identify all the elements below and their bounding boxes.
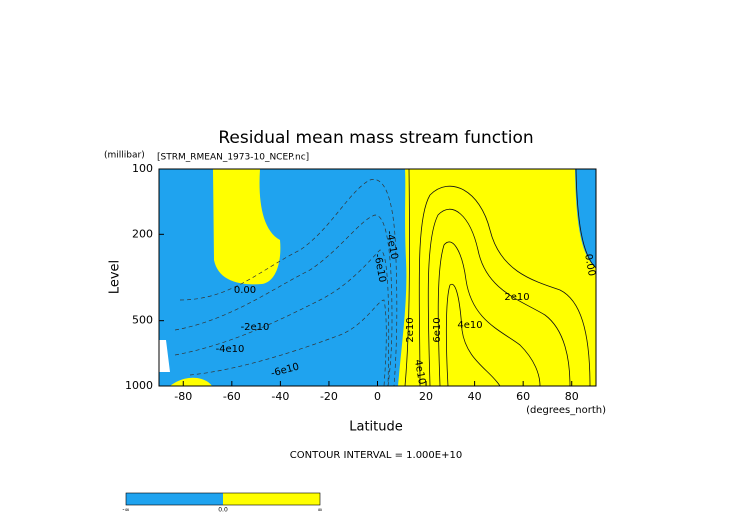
x-tick-label: 80 <box>565 390 579 403</box>
positive-contour <box>437 241 541 386</box>
x-tick-label: -80 <box>174 390 192 403</box>
positive-contour <box>445 283 501 386</box>
contour-label: -6e10 <box>372 253 388 283</box>
x-tick-label: 20 <box>419 390 433 403</box>
x-tick-label: 60 <box>516 390 530 403</box>
x-axis-label: Latitude <box>349 420 403 435</box>
positive-contour <box>427 208 571 386</box>
x-units: (degrees_north) <box>526 405 606 416</box>
colorbar-negative <box>126 493 223 505</box>
negative-contour <box>189 299 387 386</box>
x-tick-label: -40 <box>271 390 289 403</box>
contour-label: -4e10 <box>384 230 400 260</box>
chart-title: Residual mean mass stream function <box>218 128 533 148</box>
y-axis-label: Level <box>108 260 123 294</box>
contour-interval: CONTOUR INTERVAL = 1.000E+10 <box>290 450 462 461</box>
contour-label: 2e10 <box>405 317 416 342</box>
positive-contour <box>418 185 591 386</box>
plot-area <box>159 169 596 386</box>
y-tick-label: 1000 <box>125 379 153 392</box>
positive-contour <box>404 169 410 386</box>
contour-label: 6e10 <box>432 317 443 342</box>
subtitle: [STRM_RMEAN_1973-10_NCEP.nc] <box>157 153 309 163</box>
negative-contour <box>179 179 398 386</box>
contour-label: 0.00 <box>234 285 256 296</box>
x-tick-label: -20 <box>320 390 338 403</box>
y-tick-label: 100 <box>132 162 153 175</box>
positive-region <box>398 169 596 386</box>
colorbar-label: 0.0 <box>218 507 228 514</box>
contour-label: -2e10 <box>241 322 270 333</box>
x-tick-label: -60 <box>223 390 241 403</box>
y-tick-label: 200 <box>132 227 153 240</box>
positive-region <box>213 169 281 285</box>
colorbar-positive <box>223 493 320 505</box>
contour-label: 4e10 <box>457 320 482 331</box>
colorbar-label: -∞ <box>122 507 129 514</box>
missing-region <box>159 340 170 372</box>
colorbar-label: ∞ <box>318 507 323 514</box>
x-tick-label: 40 <box>468 390 482 403</box>
positive-region <box>170 377 212 386</box>
contour-label: 4e10 <box>412 359 427 386</box>
y-units: (millibar) <box>104 151 145 161</box>
negative-contour <box>174 249 390 386</box>
negative-contour <box>174 214 393 386</box>
contour-label: -4e10 <box>216 344 245 355</box>
x-tick-label: 0 <box>374 390 381 403</box>
colorbar-frame <box>125 492 321 506</box>
y-tick-label: 500 <box>132 314 153 327</box>
contour-label: 2e10 <box>504 292 529 303</box>
positive-contour <box>575 169 596 269</box>
contour-label: 0.00 <box>582 253 597 277</box>
